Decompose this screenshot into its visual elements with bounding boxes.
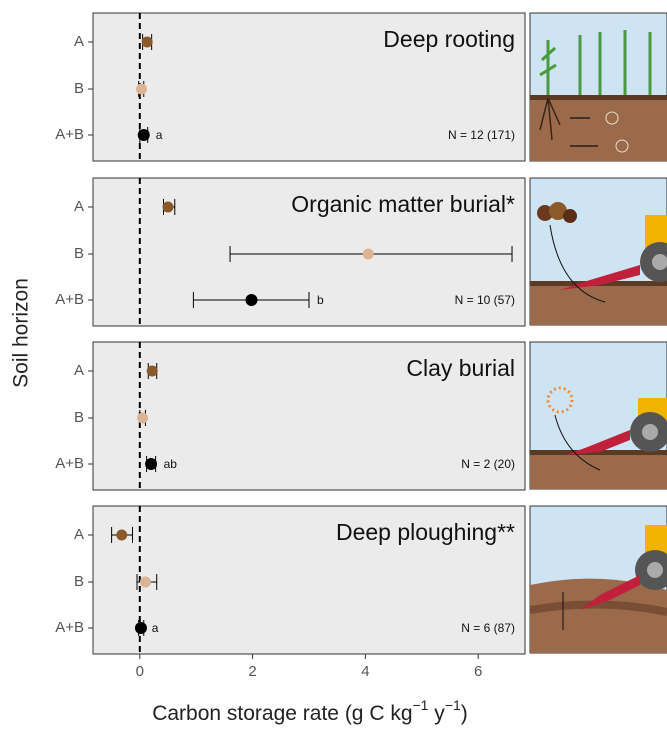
n-label: N = 2 (20): [461, 457, 515, 471]
panel-title: Deep rooting: [383, 26, 515, 52]
panel-title: Deep ploughing**: [336, 519, 515, 545]
x-axis-label-part: Carbon storage rate (g C kg: [152, 702, 412, 725]
y-tick-label: A+B: [55, 455, 84, 472]
group-letter: a: [152, 621, 159, 635]
group-letter: a: [156, 128, 163, 142]
point: [147, 366, 158, 377]
x-axis-label-part: y: [428, 702, 445, 725]
point: [135, 622, 147, 634]
y-tick-label: B: [74, 409, 84, 426]
panel-title: Organic matter burial*: [291, 191, 515, 217]
y-axis-label: Soil horizon: [10, 278, 33, 388]
group-letter: b: [317, 293, 324, 307]
y-tick-label: B: [74, 245, 84, 262]
x-axis-label-part: −1: [445, 697, 461, 713]
y-tick-label: A: [74, 33, 84, 50]
point: [116, 530, 127, 541]
n-label: N = 10 (57): [455, 293, 515, 307]
x-axis-label-part: −1: [413, 697, 429, 713]
y-tick-label: A: [74, 526, 84, 543]
y-tick-label: B: [74, 80, 84, 97]
chart: Soil horizon Carbon storage rate (g C kg…: [0, 0, 667, 729]
illustration-plough: [530, 506, 667, 653]
x-tick-label: 2: [248, 663, 256, 680]
point: [136, 84, 147, 95]
y-tick-label: A: [74, 198, 84, 215]
point: [137, 413, 148, 424]
point: [363, 249, 374, 260]
point: [138, 129, 150, 141]
x-axis-label: Carbon storage rate (g C kg−1 y−1): [152, 697, 468, 725]
x-tick-label: 4: [361, 663, 369, 680]
n-label: N = 12 (171): [448, 128, 515, 142]
x-axis-label-part: ): [461, 702, 468, 725]
point: [245, 294, 257, 306]
illustration-om: [530, 178, 667, 325]
illustrations: [530, 13, 667, 653]
n-label: N = 6 (87): [461, 621, 515, 635]
point: [163, 202, 174, 213]
y-tick-label: A+B: [55, 291, 84, 308]
point: [140, 577, 151, 588]
y-tick-label: B: [74, 573, 84, 590]
panel-title: Clay burial: [406, 355, 515, 381]
point: [142, 37, 153, 48]
y-tick-label: A+B: [55, 619, 84, 636]
point: [145, 458, 157, 470]
x-tick-label: 6: [474, 663, 482, 680]
illustration-clay: [530, 342, 667, 489]
y-tick-label: A+B: [55, 126, 84, 143]
x-tick-label: 0: [136, 663, 144, 680]
y-tick-label: A: [74, 362, 84, 379]
group-letter: ab: [164, 457, 178, 471]
